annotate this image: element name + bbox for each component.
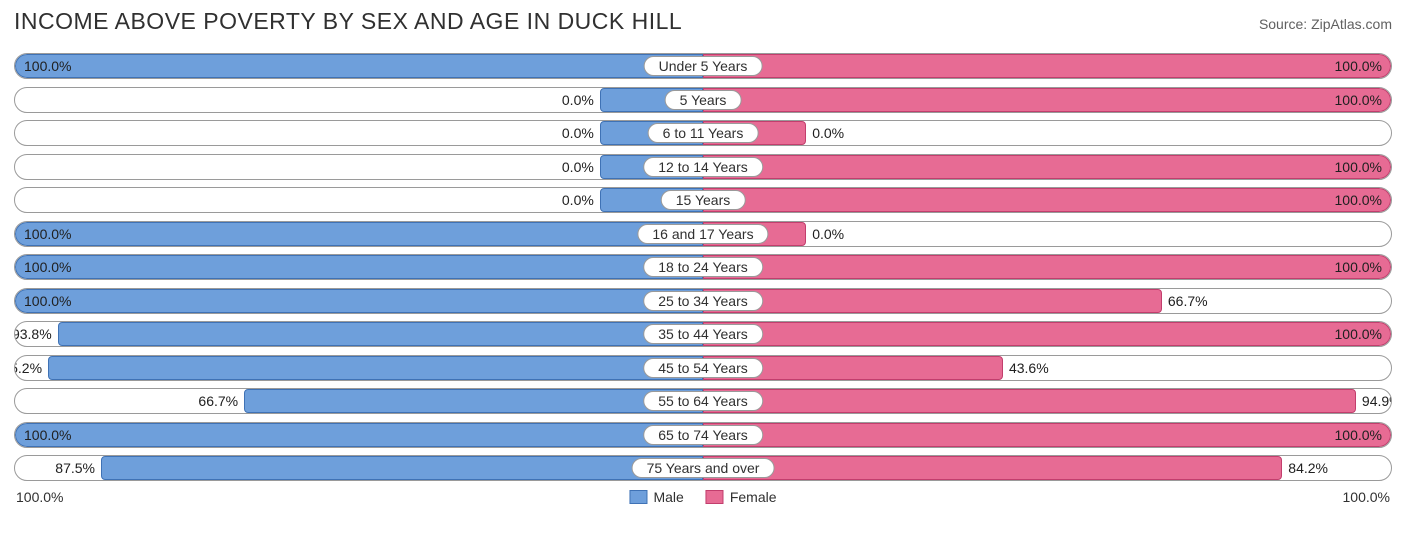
male-bar: 100.0% [15,423,703,447]
female-value: 66.7% [1168,289,1208,313]
female-value: 100.0% [1335,323,1382,345]
female-bar: 100.0% [703,423,1391,447]
male-value: 0.0% [562,121,594,145]
male-bar: 100.0% [15,54,703,78]
female-bar: 100.0% [703,88,1391,112]
female-value: 0.0% [812,121,844,145]
male-value: 100.0% [24,290,71,312]
data-row: 87.5% 84.2% 75 Years and over [14,455,1392,481]
data-row: 0.0% 100.0% 12 to 14 Years [14,154,1392,180]
category-label: 12 to 14 Years [643,157,763,177]
chart-title: INCOME ABOVE POVERTY BY SEX AND AGE IN D… [14,8,682,35]
chart-header: INCOME ABOVE POVERTY BY SEX AND AGE IN D… [14,8,1392,35]
legend-female-label: Female [730,489,777,505]
data-row: 0.0% 100.0% 5 Years [14,87,1392,113]
data-row: 100.0% 100.0% 18 to 24 Years [14,254,1392,280]
legend-male: Male [629,489,683,505]
category-label: 45 to 54 Years [643,358,763,378]
category-label: 5 Years [665,90,742,110]
female-bar [703,456,1282,480]
chart-rows: 100.0% 100.0% Under 5 Years 0.0% 100.0% 5 Yea… [14,53,1392,481]
data-row: 100.0% 100.0% Under 5 Years [14,53,1392,79]
legend-female-swatch [706,490,724,504]
x-axis: 100.0% Male Female 100.0% [14,489,1392,505]
male-bar [48,356,703,380]
data-row: 66.7% 94.9% 55 to 64 Years [14,388,1392,414]
male-bar: 100.0% [15,255,703,279]
category-label: 55 to 64 Years [643,391,763,411]
female-value: 0.0% [812,222,844,246]
female-value: 100.0% [1335,55,1382,77]
female-bar: 100.0% [703,155,1391,179]
data-row: 93.8% 100.0% 35 to 44 Years [14,321,1392,347]
female-value: 100.0% [1335,424,1382,446]
female-value: 100.0% [1335,256,1382,278]
legend-male-label: Male [653,489,683,505]
data-row: 100.0% 0.0% 16 and 17 Years [14,221,1392,247]
data-row: 0.0% 0.0% 6 to 11 Years [14,120,1392,146]
axis-right-label: 100.0% [1343,489,1390,505]
male-bar: 100.0% [15,222,703,246]
male-value: 95.2% [14,356,42,380]
female-value: 94.9% [1362,389,1392,413]
data-row: 95.2% 43.6% 45 to 54 Years [14,355,1392,381]
female-bar: 100.0% [703,54,1391,78]
legend-male-swatch [629,490,647,504]
female-value: 84.2% [1288,456,1328,480]
category-label: 35 to 44 Years [643,324,763,344]
male-value: 100.0% [24,55,71,77]
male-bar [58,322,703,346]
male-value: 66.7% [198,389,238,413]
female-value: 100.0% [1335,89,1382,111]
male-bar [101,456,703,480]
male-value: 100.0% [24,256,71,278]
category-label: 25 to 34 Years [643,291,763,311]
data-row: 100.0% 66.7% 25 to 34 Years [14,288,1392,314]
female-bar [703,289,1162,313]
category-label: 6 to 11 Years [648,123,759,143]
category-label: 65 to 74 Years [643,425,763,445]
legend-female: Female [706,489,777,505]
male-value: 93.8% [14,322,52,346]
data-row: 100.0% 100.0% 65 to 74 Years [14,422,1392,448]
male-bar [244,389,703,413]
female-bar [703,389,1356,413]
male-value: 100.0% [24,223,71,245]
female-bar: 100.0% [703,255,1391,279]
category-label: 16 and 17 Years [637,224,768,244]
data-row: 0.0% 100.0% 15 Years [14,187,1392,213]
female-value: 43.6% [1009,356,1049,380]
female-bar: 100.0% [703,322,1391,346]
male-value: 0.0% [562,188,594,212]
male-value: 100.0% [24,424,71,446]
male-value: 0.0% [562,155,594,179]
legend: Male Female [629,489,776,505]
male-value: 87.5% [55,456,95,480]
male-value: 0.0% [562,88,594,112]
chart-container: INCOME ABOVE POVERTY BY SEX AND AGE IN D… [0,0,1406,559]
female-value: 100.0% [1335,189,1382,211]
category-label: 15 Years [661,190,746,210]
category-label: 75 Years and over [632,458,775,478]
chart-source: Source: ZipAtlas.com [1259,16,1392,32]
axis-left-label: 100.0% [16,489,63,505]
female-bar: 100.0% [703,188,1391,212]
category-label: 18 to 24 Years [643,257,763,277]
female-value: 100.0% [1335,156,1382,178]
category-label: Under 5 Years [644,56,763,76]
male-bar: 100.0% [15,289,703,313]
